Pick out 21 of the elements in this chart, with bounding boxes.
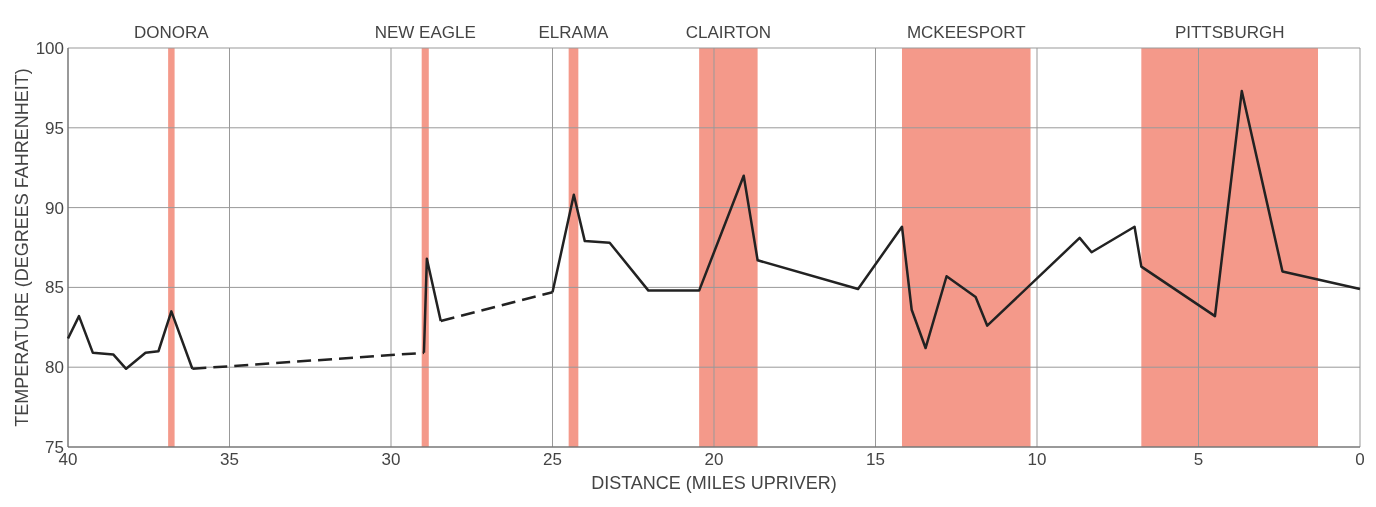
y-tick-label: 100 [35,39,64,58]
y-tick-label: 85 [45,278,64,298]
x-tick-label: 5 [1193,450,1204,469]
x-tick-label: 35 [220,450,239,469]
x-tick-label: 25 [543,450,562,469]
x-tick-label: 10 [1027,450,1047,469]
y-tick-label: 90 [45,198,64,218]
band-label: DONORA [134,23,210,42]
x-axis-title: DISTANCE (MILES UPRIVER) [591,473,837,493]
y-tick-label: 80 [45,358,64,378]
y-axis-title: TEMPERATURE (DEGREES FAHRENHEIT) [12,68,32,427]
x-tick-label: 15 [866,450,885,469]
band-label: MCKEESPORT [906,23,1026,42]
band-label: CLAIRTON [685,23,772,42]
band-label: PITTSBURGH [1174,23,1285,42]
band-label: NEW EAGLE [374,23,476,42]
y-tick-label: 95 [45,118,64,138]
x-tick-label: 30 [381,450,401,469]
x-tick-label: 20 [704,450,724,469]
x-tick-label: 0 [1355,450,1365,469]
band-label: ELRAMA [538,23,610,42]
